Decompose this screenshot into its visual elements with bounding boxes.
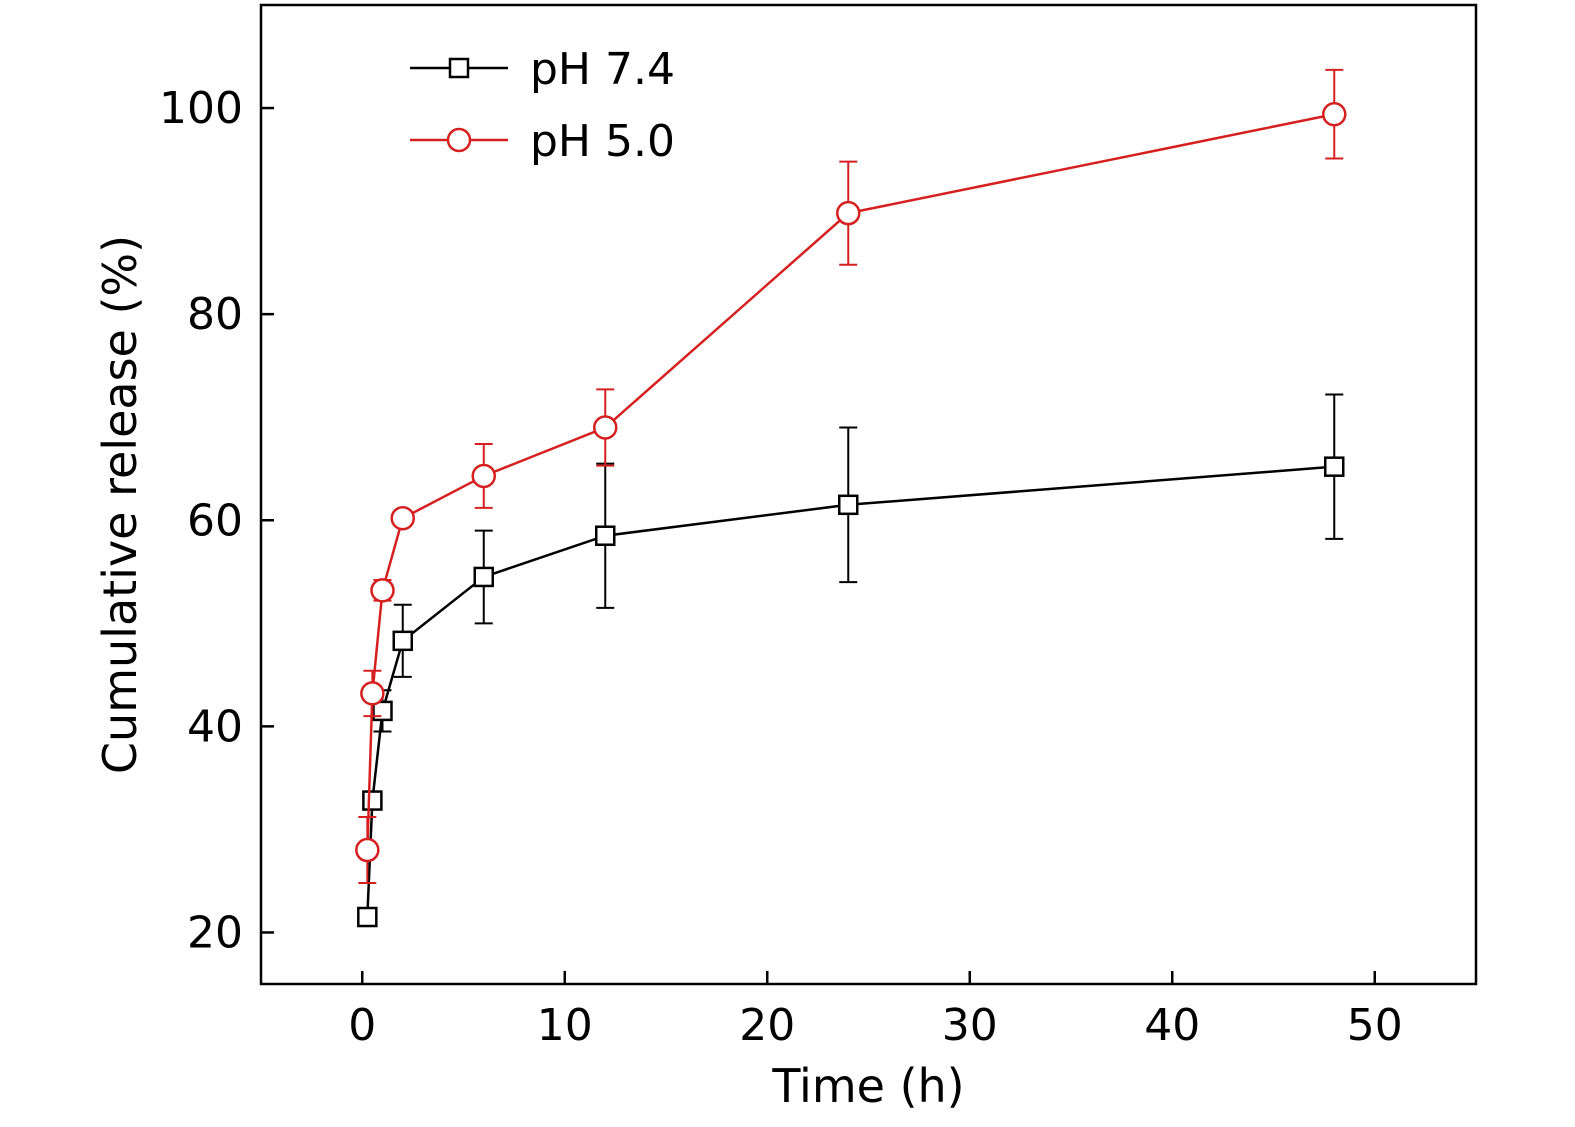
data-point — [838, 494, 859, 516]
legend-entry: pH 5.0 — [410, 116, 675, 167]
y-tick-label: 60 — [187, 495, 243, 546]
axes: 0 10 20 30 40 50 20 40 60 80 100 — [159, 3, 1478, 1051]
legend: pH 7.4 pH 5.0 — [410, 44, 675, 167]
data-point — [593, 415, 618, 440]
x-tick-label: 10 — [537, 1000, 593, 1051]
x-tick-label: 30 — [942, 1000, 998, 1051]
data-point — [392, 630, 413, 652]
series-line — [366, 113, 1335, 851]
series-line — [366, 465, 1335, 918]
data-point — [595, 525, 616, 546]
data-point — [360, 681, 385, 706]
legend-entry: pH 7.4 — [410, 44, 675, 95]
legend-label: pH 7.4 — [530, 44, 675, 95]
y-tick-label: 100 — [159, 83, 243, 134]
data-point — [471, 463, 496, 489]
x-tick-label: 20 — [739, 1000, 795, 1051]
series-ph-5-0 — [355, 68, 1347, 885]
data-point — [836, 200, 861, 226]
plot-frame — [259, 3, 1478, 986]
x-tick-label: 50 — [1347, 1000, 1403, 1051]
x-axis-title: Time (h) — [771, 1059, 964, 1113]
data-point — [370, 578, 395, 603]
legend-label: pH 5.0 — [530, 116, 675, 167]
data-point — [355, 837, 380, 863]
x-tick-label: 0 — [348, 1000, 376, 1051]
data-point — [357, 906, 378, 928]
data-point — [390, 505, 415, 531]
data-point — [362, 790, 383, 811]
x-tick-label: 40 — [1144, 1000, 1200, 1051]
data-point — [473, 566, 494, 588]
data-point — [1322, 101, 1347, 127]
legend-marker — [446, 127, 472, 153]
y-tick-label: 40 — [187, 701, 243, 752]
y-tick-label: 80 — [187, 289, 243, 340]
data-point — [1324, 456, 1345, 477]
plot-area — [355, 68, 1347, 928]
y-tick-label: 20 — [187, 907, 243, 958]
y-axis-title: Cumulative release (%) — [93, 235, 147, 774]
legend-marker — [448, 57, 470, 79]
series-ph-7-4 — [357, 393, 1345, 928]
